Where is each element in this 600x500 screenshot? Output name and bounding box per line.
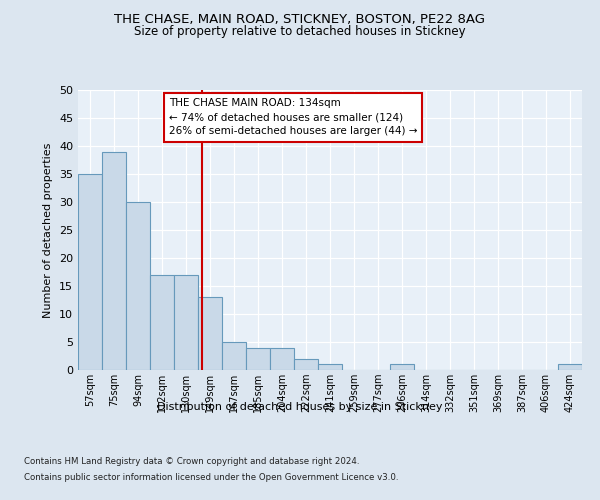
Text: THE CHASE, MAIN ROAD, STICKNEY, BOSTON, PE22 8AG: THE CHASE, MAIN ROAD, STICKNEY, BOSTON, … [115,12,485,26]
Text: Size of property relative to detached houses in Stickney: Size of property relative to detached ho… [134,25,466,38]
Bar [294,359,318,370]
Bar [78,174,102,370]
Text: Contains HM Land Registry data © Crown copyright and database right 2024.: Contains HM Land Registry data © Crown c… [24,458,359,466]
Bar [318,364,342,370]
Text: THE CHASE MAIN ROAD: 134sqm
← 74% of detached houses are smaller (124)
26% of se: THE CHASE MAIN ROAD: 134sqm ← 74% of det… [169,98,417,136]
Bar [558,364,582,370]
Bar [198,297,222,370]
Bar [126,202,150,370]
Bar [246,348,270,370]
Y-axis label: Number of detached properties: Number of detached properties [43,142,53,318]
Bar [270,348,294,370]
Bar [222,342,246,370]
Bar [150,275,174,370]
Bar [102,152,126,370]
Text: Distribution of detached houses by size in Stickney: Distribution of detached houses by size … [157,402,443,412]
Text: Contains public sector information licensed under the Open Government Licence v3: Contains public sector information licen… [24,472,398,482]
Bar [174,275,198,370]
Bar [390,364,414,370]
